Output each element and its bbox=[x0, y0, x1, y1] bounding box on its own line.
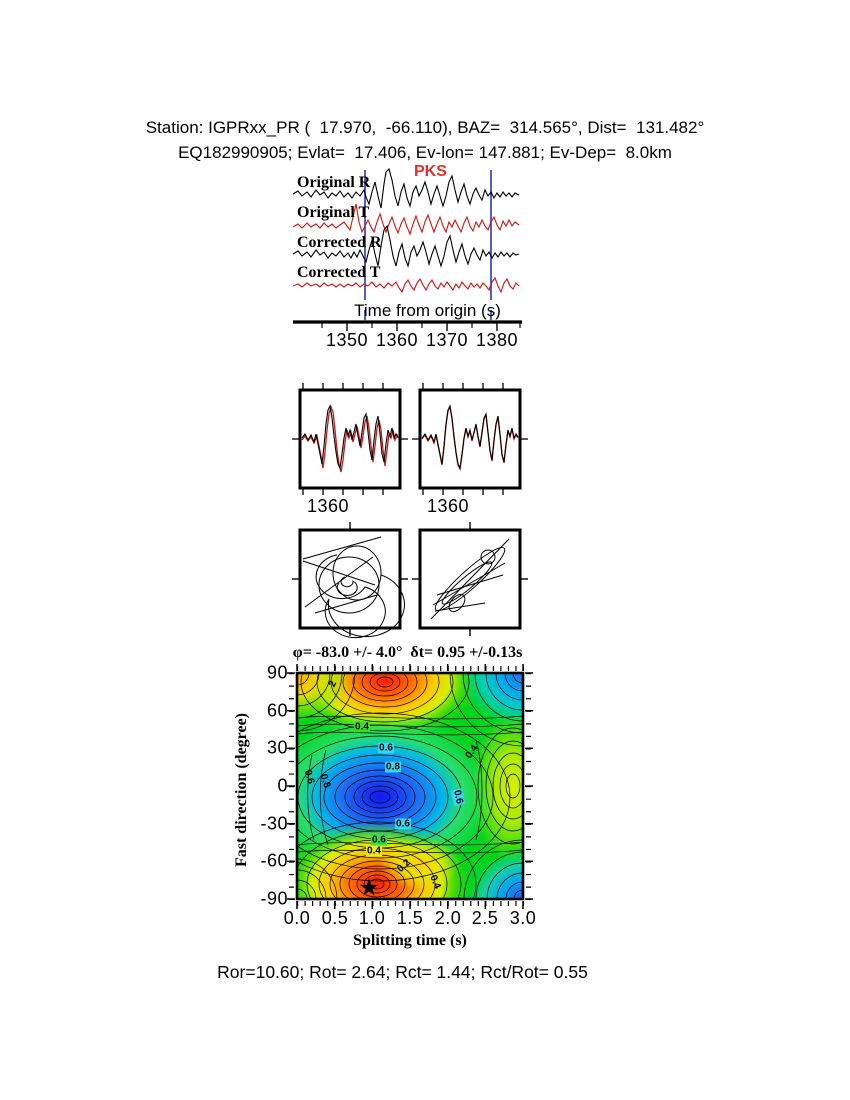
ytick-30: 30 bbox=[266, 737, 288, 758]
contour-axis-major-ticks bbox=[287, 664, 533, 909]
contour-label-06-d: 0.6 bbox=[395, 818, 411, 830]
contour-border bbox=[295, 671, 525, 901]
contour-label-04-a: 0.4 bbox=[354, 721, 370, 733]
trace-original-r bbox=[292, 167, 520, 209]
contour-label-06-e: 0.6 bbox=[371, 834, 387, 846]
ytick-60: 60 bbox=[266, 700, 288, 721]
window-axis-ticks bbox=[364, 310, 492, 321]
time-tick-1360: 1360 bbox=[375, 330, 419, 350]
time-tick-1350: 1350 bbox=[325, 330, 369, 350]
seismogram-plot bbox=[292, 167, 522, 331]
comparison-left-red-trace bbox=[301, 404, 399, 473]
trace-corrected-r bbox=[292, 224, 520, 268]
trace-label-original-r: Original R bbox=[297, 174, 371, 191]
comparison-box-original bbox=[298, 388, 402, 490]
time-axis-title: Time from origin (s) bbox=[354, 301, 501, 320]
time-axis-major-ticks bbox=[346, 323, 498, 331]
trace-corrected-t bbox=[292, 276, 520, 294]
comparison-right-black-trace bbox=[421, 404, 519, 470]
particle-box-original bbox=[298, 528, 402, 630]
particle-motion-corrected-curve bbox=[430, 538, 510, 620]
comparison-box-ticks bbox=[292, 383, 528, 495]
ratio-results-line: Ror=10.60; Rot= 2.64; Rct= 1.44; Rct/Rot… bbox=[217, 962, 588, 982]
ytick-0: 0 bbox=[277, 775, 288, 796]
ytick-neg90: -90 bbox=[260, 888, 288, 909]
time-tick-1370: 1370 bbox=[425, 330, 469, 350]
xtick-05: 0.5 bbox=[321, 908, 349, 928]
comparison-box-corrected bbox=[418, 388, 522, 490]
star-icon: ★ bbox=[358, 874, 380, 902]
trace-label-corrected-r: Corrected R bbox=[297, 234, 382, 251]
contour-map bbox=[287, 664, 533, 909]
waveform-comparison-panels bbox=[292, 383, 528, 495]
xtick-10: 1.0 bbox=[358, 908, 386, 928]
event-header-line: EQ182990905; Evlat= 17.406, Ev-lon= 147.… bbox=[178, 143, 672, 162]
contour-label-08-a: 0.8 bbox=[385, 761, 401, 773]
ytick-neg30: -30 bbox=[260, 813, 288, 834]
contour-title: φ= -83.0 +/- 4.0° δt= 0.95 +/-0.13s bbox=[292, 644, 523, 661]
xtick-30: 3.0 bbox=[509, 908, 537, 928]
ytick-neg60: -60 bbox=[260, 850, 288, 871]
time-tick-1380: 1380 bbox=[475, 330, 519, 350]
comparison-left-black-trace bbox=[301, 404, 399, 470]
particle-box-corrected bbox=[418, 528, 522, 630]
trace-label-original-t: Original T bbox=[297, 204, 370, 221]
ytick-90: 90 bbox=[266, 662, 288, 683]
xtick-15: 1.5 bbox=[396, 908, 424, 928]
station-header-line: Station: IGPRxx_PR ( 17.970, -66.110), B… bbox=[145, 118, 705, 137]
time-axis-minor-ticks bbox=[321, 323, 521, 328]
xtick-20: 2.0 bbox=[434, 908, 462, 928]
particle-motion-panels bbox=[292, 522, 528, 639]
contour-label-06-a: 0.6 bbox=[378, 742, 394, 754]
contour-label-04-c: 0.4 bbox=[366, 845, 382, 857]
comparison-left-xtick: 1360 bbox=[307, 496, 350, 516]
particle-motion-original-curve bbox=[302, 536, 405, 639]
comparison-right-xtick: 1360 bbox=[427, 496, 470, 516]
particle-box-ticks bbox=[292, 522, 528, 636]
xtick-00: 0.0 bbox=[283, 908, 311, 928]
contour-field bbox=[297, 673, 523, 899]
trace-label-corrected-t: Corrected T bbox=[297, 264, 381, 281]
contour-xlabel: Splitting time (s) bbox=[353, 932, 467, 949]
trace-original-t bbox=[292, 203, 520, 236]
phase-label-pks: PKS bbox=[414, 163, 447, 180]
xtick-25: 2.5 bbox=[471, 908, 499, 928]
